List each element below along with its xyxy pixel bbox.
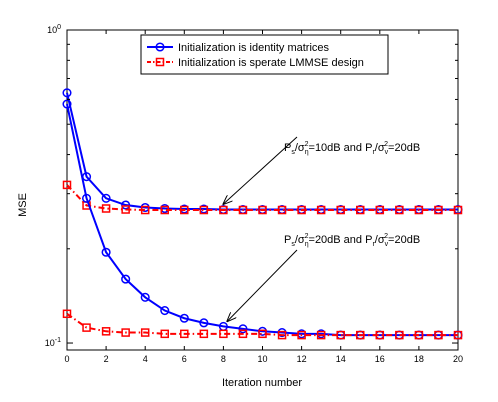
x-tick-label: 12 xyxy=(297,354,307,364)
series-2-marker xyxy=(258,205,267,215)
legend: Initialization is identity matrices Initi… xyxy=(140,34,389,75)
series-4-marker xyxy=(453,330,463,340)
series-2-marker xyxy=(277,205,287,215)
ticks-layer: 0 2 4 6 8 10 12 14 16 18 20 100 10-1 xyxy=(45,24,463,364)
series-2-marker xyxy=(375,205,385,215)
series-4-marker xyxy=(297,330,306,340)
x-tick-label: 8 xyxy=(221,354,226,364)
series-2-marker xyxy=(160,205,169,215)
annotation-arrow xyxy=(227,249,298,321)
series-line-3 xyxy=(66,103,458,337)
series-3-marker xyxy=(140,292,150,302)
series-4-marker xyxy=(199,329,209,339)
series-3-marker xyxy=(238,324,248,334)
plot-area xyxy=(66,29,459,351)
series-3-marker xyxy=(101,247,111,257)
series-2-marker xyxy=(180,205,189,215)
series-2-marker xyxy=(140,205,150,215)
series-2-marker xyxy=(316,205,326,215)
series-4-marker xyxy=(62,309,72,319)
series-1-marker xyxy=(101,193,111,203)
series-4-marker xyxy=(414,330,424,340)
series-3-marker xyxy=(199,318,209,328)
annotation-arrow xyxy=(223,136,298,204)
series-4-marker xyxy=(336,330,345,340)
legend-swatch-marker xyxy=(155,57,165,67)
y-axis-label: MSE xyxy=(17,193,29,217)
high-sigma-annotation: Ps/ση2=10dB and Pr/σv2=20dB xyxy=(284,141,420,156)
series-4-marker xyxy=(238,329,248,339)
series-4-marker xyxy=(160,329,169,339)
x-tick-label: 14 xyxy=(336,354,346,364)
series-2-marker xyxy=(199,205,209,215)
series-2-marker xyxy=(434,205,443,215)
series-3-marker xyxy=(62,99,72,109)
series-layer xyxy=(62,88,463,340)
legend-entry-label: Initialization is sperate LMMSE design xyxy=(178,57,364,69)
x-tick-label: 2 xyxy=(104,354,109,364)
x-tick-label: 4 xyxy=(143,354,148,364)
series-2-marker xyxy=(297,205,306,215)
low-sigma-annotation: Ps/ση2=20dB and Pr/σv2=20dB xyxy=(284,233,420,248)
series-3-marker xyxy=(160,305,170,316)
series-4-marker xyxy=(356,330,365,340)
series-4-marker xyxy=(434,330,443,340)
x-tick-label: 10 xyxy=(257,354,267,364)
legend-box xyxy=(140,34,389,75)
series-2-marker xyxy=(453,205,463,215)
x-tick-label: 16 xyxy=(375,354,385,364)
series-line-4 xyxy=(66,312,458,337)
series-2-marker xyxy=(395,205,404,215)
legend-swatch-marker xyxy=(155,42,165,52)
series-4-marker xyxy=(101,327,111,336)
y-tick-label: 100 xyxy=(47,24,61,35)
series-4-marker xyxy=(258,329,267,339)
series-4-marker xyxy=(316,330,326,340)
x-axis-label: Iteration number xyxy=(222,377,302,389)
series-line-2 xyxy=(66,184,458,212)
y-tick-label: 10-1 xyxy=(45,337,61,348)
series-2-marker xyxy=(121,205,130,214)
series-4-marker xyxy=(219,329,228,339)
series-2-marker xyxy=(62,180,72,190)
series-2-marker xyxy=(356,205,365,215)
x-tick-label: 6 xyxy=(182,354,187,364)
series-4-marker xyxy=(277,330,287,340)
series-1-marker xyxy=(62,88,72,98)
series-3-marker xyxy=(179,313,189,323)
series-4-marker xyxy=(82,323,91,332)
series-2-marker xyxy=(238,205,248,215)
series-4-marker xyxy=(140,328,150,337)
series-2-marker xyxy=(414,205,424,215)
series-3-marker xyxy=(82,193,92,203)
series-4-marker xyxy=(375,330,385,340)
series-2-marker xyxy=(219,205,228,215)
annotations: Ps/ση2=10dB and Pr/σv2=20dB Ps/ση2=20dB a… xyxy=(223,136,420,321)
series-4-marker xyxy=(180,329,189,339)
x-tick-label: 18 xyxy=(414,354,424,364)
x-tick-label: 0 xyxy=(64,354,69,364)
series-2-marker xyxy=(101,204,111,213)
series-4-marker xyxy=(395,330,404,340)
x-tick-label: 20 xyxy=(453,354,463,364)
plot-frame xyxy=(66,29,459,351)
series-3-marker xyxy=(121,274,131,284)
legend-entry-label: Initialization is identity matrices xyxy=(178,42,330,54)
series-2-marker xyxy=(336,205,345,215)
series-4-marker xyxy=(121,328,130,337)
